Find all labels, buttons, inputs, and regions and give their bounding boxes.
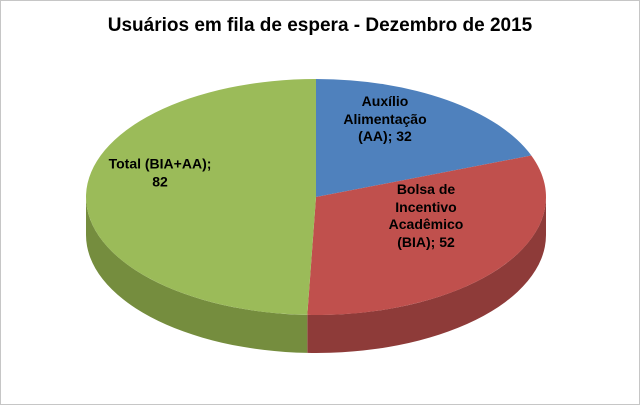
chart-title: Usuários em fila de espera - Dezembro de… [107, 15, 533, 36]
